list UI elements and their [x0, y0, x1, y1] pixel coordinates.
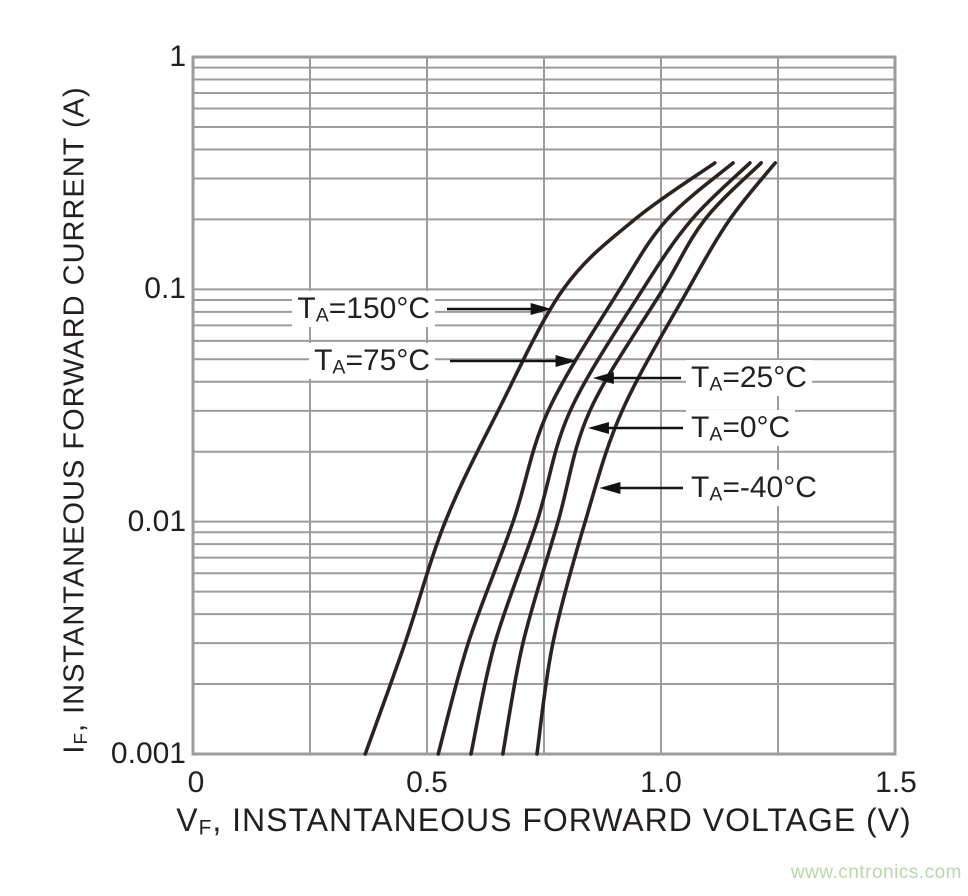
y-tick-label: 1	[169, 40, 186, 73]
curve-label-150c: TA=150°C	[292, 291, 435, 327]
y-axis-title: IF, INSTANTANEOUS FORWARD CURRENT (A)	[59, 86, 92, 753]
y-tick-label: 0.001	[110, 737, 186, 770]
curve-label-minus40c: TA=-40°C	[686, 470, 822, 506]
watermark: www.cntronics.com	[790, 862, 962, 883]
annotation-arrow-head	[530, 303, 552, 315]
curve-TA=25°C	[469, 161, 752, 756]
x-axis-title: VF, INSTANTANEOUS FORWARD VOLTAGE (V)	[176, 802, 911, 839]
y-axis-symbol-subscript: F	[69, 732, 91, 745]
x-tick-label: 0	[187, 766, 205, 799]
x-axis-title-text: , INSTANTANEOUS FORWARD VOLTAGE (V)	[212, 802, 912, 838]
plot-frame	[191, 55, 897, 756]
annotation-arrow-head	[555, 355, 577, 367]
x-axis-symbol: V	[176, 802, 199, 838]
x-tick-label: 0.5	[406, 766, 448, 799]
curve-TA=-40°C	[535, 161, 777, 756]
annotation-arrow-head	[587, 422, 609, 434]
curve-label-25c: TA=25°C	[686, 360, 812, 396]
curve-label-0c: TA=0°C	[686, 410, 796, 446]
x-tick-label: 1.5	[875, 766, 917, 799]
curve-TA=0°C	[501, 161, 763, 756]
y-tick-label: 0.01	[127, 505, 186, 538]
curve-TA=75°C	[436, 161, 735, 756]
annotation-arrow-head	[592, 372, 614, 384]
annotation-arrow-head	[599, 482, 621, 494]
x-tick-label: 1.0	[640, 766, 682, 799]
x-axis-symbol-subscript: F	[198, 816, 213, 840]
curve-label-75c: TA=75°C	[309, 343, 435, 379]
curve-TA=150°C	[363, 161, 717, 756]
y-axis-title-text: , INSTANTANEOUS FORWARD CURRENT (A)	[58, 86, 91, 733]
y-axis-symbol: I	[58, 744, 91, 754]
y-tick-label: 0.1	[144, 272, 186, 305]
